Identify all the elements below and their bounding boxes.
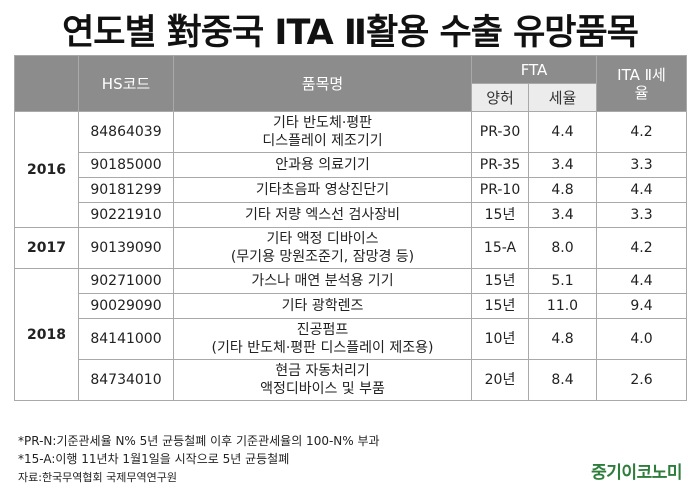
page-title: 연도별 對중국 ITA Ⅱ활용 수출 유망품목 xyxy=(62,13,639,53)
fta-mode-cell: 10년 xyxy=(471,318,529,360)
ita-rate-cell: 4.4 xyxy=(596,177,687,203)
footnote-pr-n: *PR-N:기준관세율 N% 5년 균등철폐 이후 기준관세율의 100-N% … xyxy=(18,434,380,448)
header-year-blank xyxy=(14,55,79,112)
table-row: 84141000 진공펌프 (기타 반도체·평판 디스플레이 제조용) 10년 … xyxy=(15,318,687,360)
table-row: 2017 90139090 기타 액정 디바이스 (무기용 망원조준기, 잠망경… xyxy=(14,227,687,269)
item-name-cell: 안과용 의료기기 xyxy=(173,152,472,178)
fta-rate-cell: 3.4 xyxy=(528,152,597,178)
fta-rate-cell: 3.4 xyxy=(528,202,597,228)
fta-rate-cell: 4.8 xyxy=(528,177,597,203)
table-row: 90221910 기타 저량 엑스선 검사장비 15년 3.4 3.3 xyxy=(15,202,687,228)
item-name-cell: 기타 반도체·평판 디스플레이 제조기기 xyxy=(173,111,472,153)
table-row: 90185000 안과용 의료기기 PR-35 3.4 3.3 xyxy=(15,152,687,178)
fta-rate-cell: 4.8 xyxy=(528,318,597,360)
year-cell-2017: 2017 xyxy=(14,227,79,269)
fta-rate-cell: 11.0 xyxy=(528,293,597,319)
hs-code-cell: 84141000 xyxy=(78,318,174,360)
fta-rate-cell: 8.4 xyxy=(528,359,597,401)
header-fta-mode: 양허 xyxy=(471,83,529,112)
publisher-logo: 중기이코노미 xyxy=(591,463,682,483)
year-cell-2016: 2016 xyxy=(14,111,79,228)
header-fta-rate: 세율 xyxy=(528,83,597,112)
item-name-cell: 현금 자동처리기 액정디바이스 및 부품 xyxy=(173,359,472,401)
fta-mode-cell: 15년 xyxy=(471,268,529,294)
item-name-cell: 기타초음파 영상진단기 xyxy=(173,177,472,203)
hs-code-cell: 90029090 xyxy=(78,293,174,319)
ita-rate-cell: 3.3 xyxy=(596,152,687,178)
header-ita-line1: ITA Ⅱ세 xyxy=(617,65,666,84)
header-ita-line2: 율 xyxy=(634,83,649,102)
fta-mode-cell: 15년 xyxy=(471,293,529,319)
item-name-line2: (기타 반도체·평판 디스플레이 제조용) xyxy=(211,340,434,356)
item-name-cell: 가스나 매연 분석용 기기 xyxy=(173,268,472,294)
ita-rate-cell: 9.4 xyxy=(596,293,687,319)
fta-mode-cell: 15-A xyxy=(471,227,529,269)
fta-mode-cell: PR-30 xyxy=(471,111,529,153)
table-row: 2018 90271000 가스나 매연 분석용 기기 15년 5.1 4.4 xyxy=(14,268,687,401)
fta-mode-cell: PR-10 xyxy=(471,177,529,203)
fta-mode-cell: 20년 xyxy=(471,359,529,401)
header-row-2: 양허 세율 xyxy=(15,83,687,112)
year-cell-2018: 2018 xyxy=(14,268,79,401)
hs-code-cell: 84864039 xyxy=(78,111,174,153)
fta-mode-cell: 15년 xyxy=(471,202,529,228)
header-hs-code: HS코드 xyxy=(78,55,174,112)
item-name-line2: 디스플레이 제조기기 xyxy=(262,133,383,149)
item-name-cell: 진공펌프 (기타 반도체·평판 디스플레이 제조용) xyxy=(173,318,472,360)
hs-code-cell: 84734010 xyxy=(78,359,174,401)
hs-code-cell: 90221910 xyxy=(78,202,174,228)
item-name-line1: 진공펌프 xyxy=(296,322,349,338)
header-ita-rate: ITA Ⅱ세 율 xyxy=(596,55,687,112)
ita-rate-cell: 4.4 xyxy=(596,268,687,294)
item-name-line1: 현금 자동처리기 xyxy=(275,363,370,379)
table-row: 90181299 기타초음파 영상진단기 PR-10 4.8 4.4 xyxy=(15,177,687,203)
header-item-name: 품목명 xyxy=(173,55,472,112)
footnote-15-a: *15-A:이행 11년차 1월1일을 시작으로 5년 균등철폐 xyxy=(18,452,290,466)
item-name-line2: 액정디바이스 및 부품 xyxy=(260,381,385,397)
fta-rate-cell: 4.4 xyxy=(528,111,597,153)
item-name-line1: 기타 액정 디바이스 xyxy=(266,231,379,247)
table-row: 90029090 기타 광학렌즈 15년 11.0 9.4 xyxy=(15,293,687,319)
item-name-line1: 기타 반도체·평판 xyxy=(272,115,373,131)
hs-code-cell: 90139090 xyxy=(78,227,174,269)
ita-rate-cell: 4.2 xyxy=(596,227,687,269)
fta-rate-cell: 8.0 xyxy=(528,227,597,269)
hs-code-cell: 90181299 xyxy=(78,177,174,203)
hs-code-cell: 90185000 xyxy=(78,152,174,178)
source-note: 자료:한국무역협회 국제무역연구원 xyxy=(18,471,178,484)
item-name-cell: 기타 저량 엑스선 검사장비 xyxy=(173,202,472,228)
fta-mode-cell: PR-35 xyxy=(471,152,529,178)
ita-rate-cell: 4.0 xyxy=(596,318,687,360)
header-fta: FTA xyxy=(471,55,597,84)
hs-code-cell: 90271000 xyxy=(78,268,174,294)
table-row: 2016 84864039 기타 반도체·평판 디스플레이 제조기기 PR-30… xyxy=(14,111,687,228)
table-row: 84734010 현금 자동처리기 액정디바이스 및 부품 20년 8.4 2.… xyxy=(15,359,687,401)
ita-rate-cell: 2.6 xyxy=(596,359,687,401)
item-name-line2: (무기용 망원조준기, 잠망경 등) xyxy=(230,249,415,265)
item-name-cell: 기타 액정 디바이스 (무기용 망원조준기, 잠망경 등) xyxy=(173,227,472,269)
fta-rate-cell: 5.1 xyxy=(528,268,597,294)
ita-rate-cell: 4.2 xyxy=(596,111,687,153)
header-row-1: HS코드 품목명 FTA ITA Ⅱ세 율 xyxy=(14,55,687,112)
item-name-cell: 기타 광학렌즈 xyxy=(173,293,472,319)
ita-rate-cell: 3.3 xyxy=(596,202,687,228)
export-items-table: HS코드 품목명 FTA ITA Ⅱ세 율 양허 세율 2016 8486403… xyxy=(14,55,687,401)
